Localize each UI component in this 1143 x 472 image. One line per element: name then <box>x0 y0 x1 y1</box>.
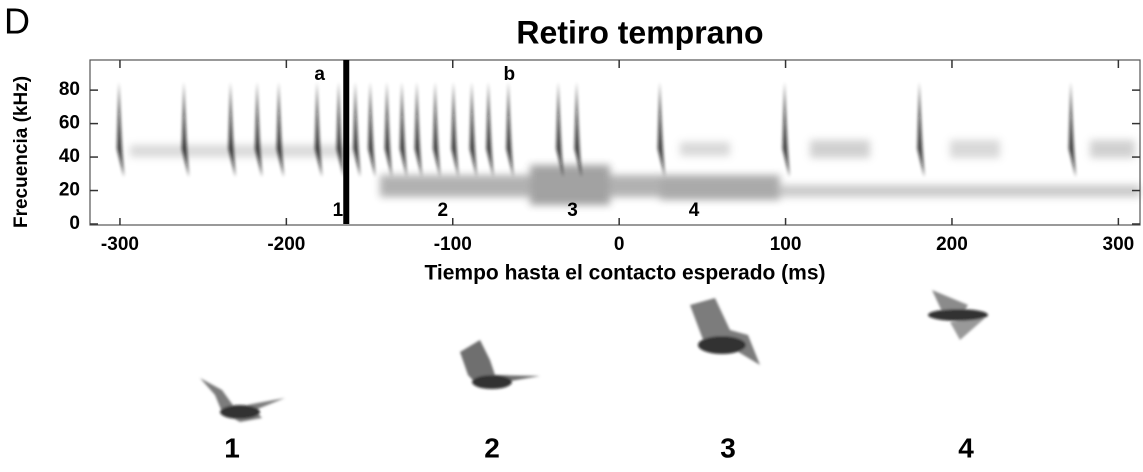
bat <box>200 378 285 422</box>
call <box>1068 81 1076 178</box>
x-tick-label: -300 <box>101 234 139 255</box>
call <box>276 81 284 178</box>
call <box>574 81 582 178</box>
annotation: a <box>314 64 325 85</box>
frame-label: 4 <box>958 432 974 463</box>
panel-letter: D <box>4 1 30 42</box>
x-tick-label: 0 <box>614 234 625 255</box>
annotation: 1 <box>333 200 344 221</box>
x-tick-label: 200 <box>936 234 968 255</box>
call <box>368 81 376 178</box>
call <box>181 81 189 178</box>
bat-frames <box>200 290 988 422</box>
call <box>384 81 392 178</box>
annotation: 4 <box>689 200 700 221</box>
call <box>399 81 407 178</box>
frame-label: 1 <box>224 432 240 463</box>
y-tick-label: 20 <box>59 180 80 201</box>
call <box>451 81 459 178</box>
call <box>336 81 344 178</box>
x-axis-label: Tiempo hasta el contacto esperado (ms) <box>424 262 825 285</box>
x-tick-label: -200 <box>267 234 305 255</box>
x-tick-label: 100 <box>770 234 802 255</box>
call <box>255 81 263 178</box>
annotation: 3 <box>567 200 578 221</box>
call <box>506 81 514 178</box>
call <box>782 81 790 178</box>
call <box>486 81 494 178</box>
frame-label: 2 <box>484 432 500 463</box>
call <box>353 81 361 178</box>
y-tick-label: 80 <box>59 79 80 100</box>
y-tick-label: 60 <box>59 113 80 134</box>
frame-label: 3 <box>720 432 736 463</box>
chart-title: Retiro temprano <box>516 14 763 50</box>
call <box>469 81 477 178</box>
call <box>414 81 422 178</box>
annotation: 2 <box>437 200 448 221</box>
annotation: b <box>504 64 516 85</box>
call <box>314 81 322 178</box>
call <box>657 81 665 178</box>
bat <box>928 290 988 340</box>
call <box>116 81 124 178</box>
bat <box>690 298 760 365</box>
y-axis-label: Frecuencia (kHz) <box>11 76 32 228</box>
call <box>917 81 925 178</box>
x-tick-label: 300 <box>1103 234 1135 255</box>
call <box>556 81 564 178</box>
y-tick-label: 40 <box>59 146 80 167</box>
bat <box>460 340 540 389</box>
y-tick-label: 0 <box>69 213 80 234</box>
plot-frame <box>89 59 1141 226</box>
plot-area <box>116 81 1076 178</box>
x-tick-label: -100 <box>434 234 472 255</box>
call <box>433 81 441 178</box>
noise <box>130 140 1140 205</box>
call <box>228 81 236 178</box>
